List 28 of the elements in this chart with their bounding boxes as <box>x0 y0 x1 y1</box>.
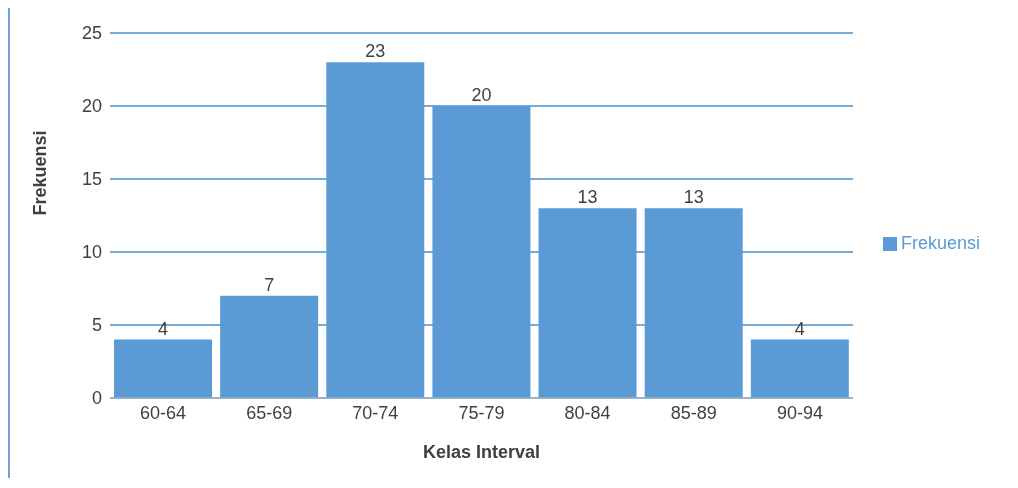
bar <box>114 339 212 398</box>
legend-label: Frekuensi <box>900 232 980 253</box>
y-tick-label: 5 <box>91 315 102 336</box>
data-label: 13 <box>577 187 598 208</box>
data-label: 23 <box>365 41 386 62</box>
data-label: 7 <box>264 274 275 295</box>
x-tick-label: 85-89 <box>670 402 717 423</box>
x-tick-label: 90-94 <box>776 402 823 423</box>
x-tick-label: 70-74 <box>352 402 399 423</box>
y-tick-label: 10 <box>81 242 102 263</box>
data-label: 13 <box>683 187 704 208</box>
bar <box>644 208 743 398</box>
x-tick-label: 75-79 <box>458 402 505 423</box>
bar <box>220 295 319 398</box>
x-tick-label: 60-64 <box>140 402 187 423</box>
y-tick-label: 20 <box>81 96 102 117</box>
y-tick-label: 25 <box>81 23 102 44</box>
y-tick-label: 15 <box>81 169 102 190</box>
y-axis-title: Frekuensi <box>30 130 51 216</box>
x-axis-title: Kelas Interval <box>422 442 541 462</box>
bar <box>538 208 637 398</box>
x-tick-label: 80-84 <box>564 402 611 423</box>
bar <box>432 106 531 398</box>
data-label: 20 <box>471 85 492 105</box>
bar <box>326 62 425 398</box>
x-tick-label: 65-69 <box>246 402 293 423</box>
bar <box>750 339 849 398</box>
y-tick-label: 0 <box>91 388 102 409</box>
